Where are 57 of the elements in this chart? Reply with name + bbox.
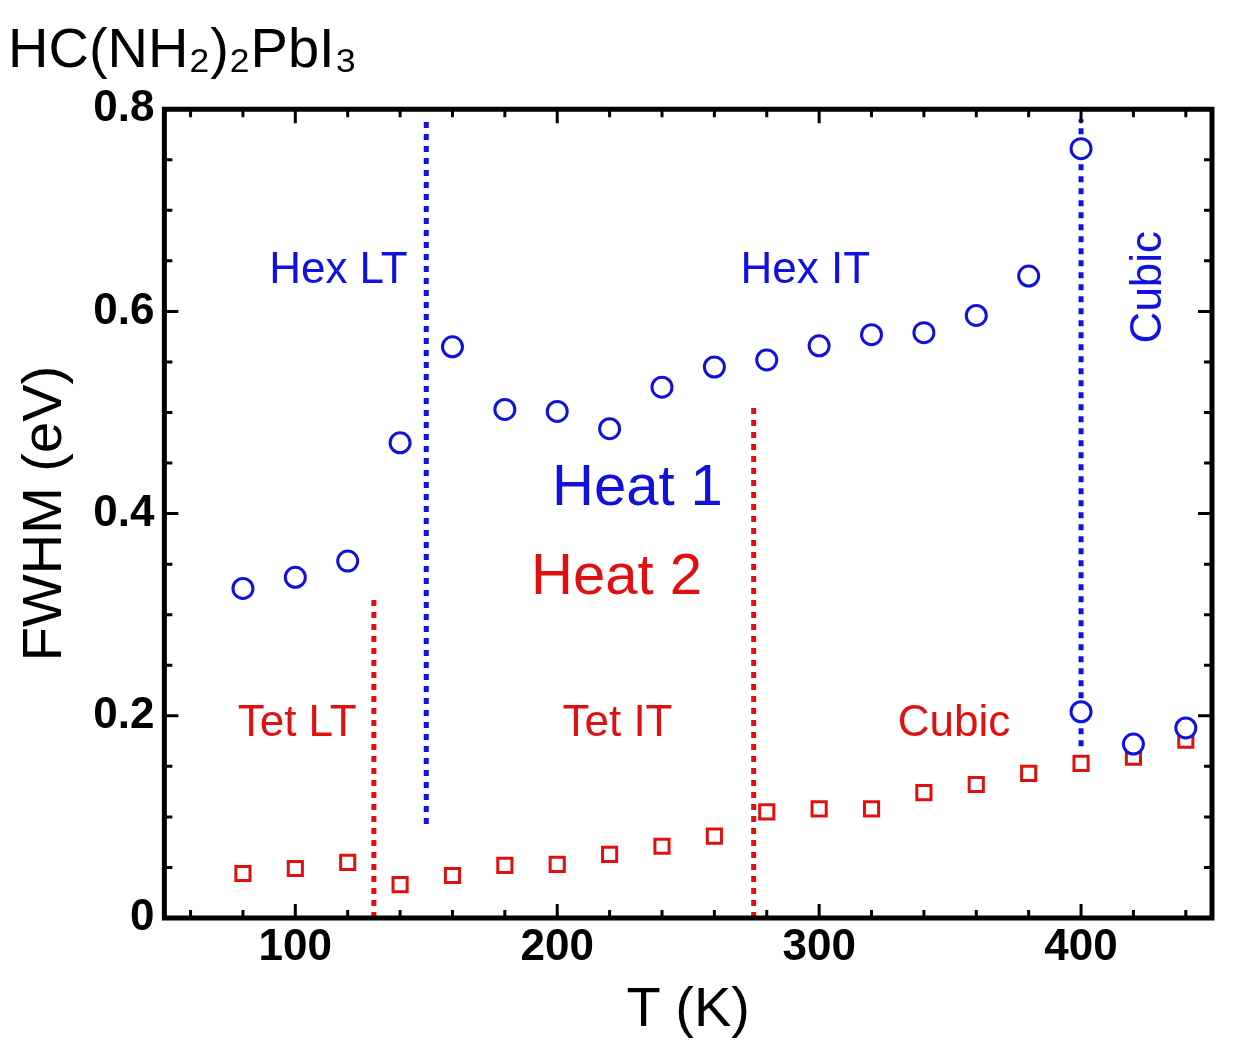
point — [1017, 264, 1041, 288]
point — [336, 549, 360, 573]
y-tick-label: 0.4 — [93, 485, 155, 535]
point — [388, 431, 412, 455]
x-axis-title: T (K) — [626, 974, 750, 1038]
chart-title: HC(NH₂)₂PbI₃ — [8, 16, 358, 80]
point — [440, 335, 464, 359]
y-tick-label: 0.6 — [93, 283, 155, 333]
point — [545, 399, 569, 423]
point — [912, 321, 936, 345]
point — [283, 565, 307, 589]
y-tick-label: 0.8 — [93, 81, 155, 131]
point — [493, 397, 517, 421]
x-tick-label: 300 — [782, 919, 856, 969]
point — [1121, 732, 1145, 756]
y-axis-title: FWHM (eV) — [10, 365, 74, 662]
point — [807, 334, 831, 358]
point — [915, 784, 933, 802]
x-tick-label: 100 — [258, 919, 333, 969]
point — [234, 864, 252, 883]
point — [339, 853, 357, 871]
annotation: Cubic — [1121, 230, 1171, 344]
point — [601, 845, 619, 863]
text: Heat 2 — [531, 541, 702, 607]
point — [1069, 700, 1093, 724]
point — [231, 576, 255, 600]
series-label: Heat 1 — [551, 452, 723, 518]
y-tick-label: 0 — [129, 890, 155, 940]
point — [598, 417, 622, 441]
point — [860, 323, 884, 347]
point — [548, 855, 566, 873]
point — [286, 859, 304, 878]
point — [702, 355, 726, 379]
point — [758, 803, 776, 821]
point — [964, 303, 988, 327]
x-tick-label: 400 — [1044, 919, 1118, 969]
point — [862, 800, 881, 818]
x-tick-label: 200 — [520, 919, 594, 969]
point — [1072, 754, 1090, 772]
y-tick-label: 0.2 — [93, 687, 155, 737]
annotation: Hex LT — [269, 243, 408, 293]
point — [1174, 716, 1198, 740]
point — [391, 876, 409, 894]
point — [653, 837, 671, 855]
annotation: Cubic — [897, 696, 1011, 746]
point — [496, 856, 514, 874]
point — [755, 348, 779, 372]
point — [810, 800, 828, 818]
point — [1069, 137, 1093, 161]
point — [1020, 764, 1038, 782]
annotation: Tet IT — [562, 696, 673, 746]
point — [443, 866, 462, 885]
point — [967, 775, 985, 794]
annotation: Tet LT — [237, 696, 357, 746]
point — [705, 827, 723, 845]
point — [650, 375, 674, 399]
annotation: Hex IT — [740, 243, 871, 293]
